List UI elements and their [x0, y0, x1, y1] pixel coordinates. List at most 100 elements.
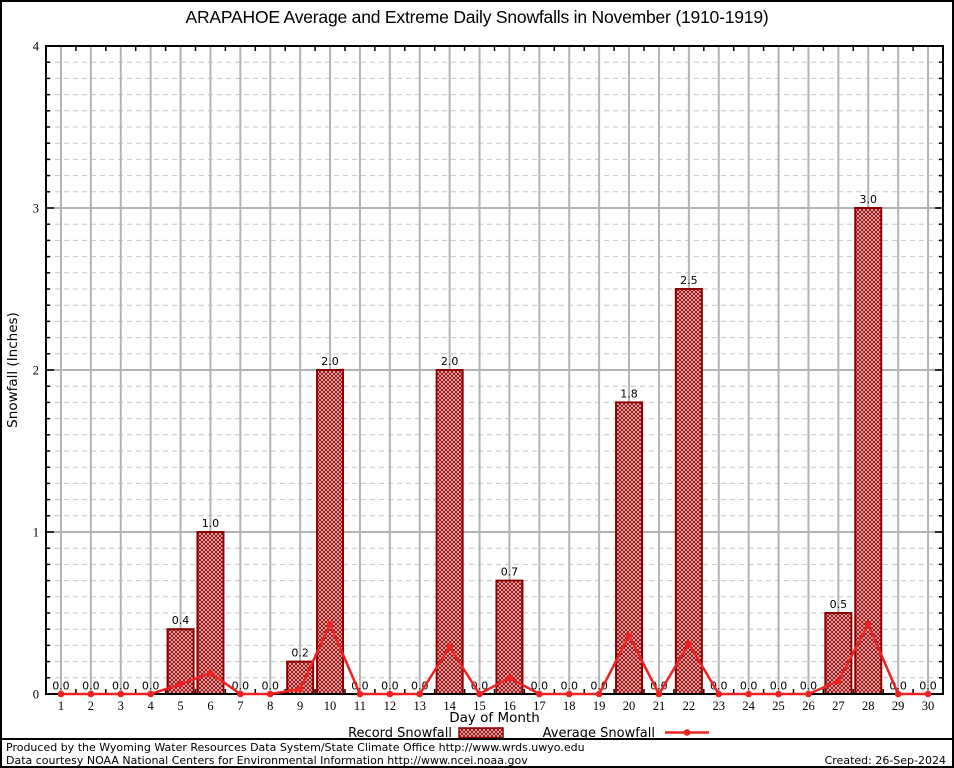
bar-value-label: 0.0	[561, 680, 579, 693]
footer: Produced by the Wyoming Water Resources …	[2, 738, 952, 766]
x-tick-label: 20	[623, 699, 636, 713]
avg-point-day-8	[266, 690, 274, 698]
x-tick-label: 8	[267, 699, 273, 713]
avg-point-day-19	[595, 690, 603, 698]
avg-point-day-10	[326, 621, 334, 628]
bar-day-22	[674, 288, 703, 695]
bar-day-20	[615, 401, 644, 695]
x-tick-label: 11	[354, 699, 366, 713]
x-tick-label: 13	[414, 699, 427, 713]
y-axis-title: Snowfall (Inches)	[5, 312, 21, 428]
avg-point-day-26	[805, 690, 812, 698]
bar-value-label: 0.2	[291, 647, 309, 660]
x-tick-label: 23	[713, 699, 726, 713]
legend-record-swatch	[458, 727, 504, 738]
footer-data-courtesy: Data courtesy NOAA National Centers for …	[6, 754, 528, 767]
x-tick-label: 15	[473, 699, 486, 713]
y-tick-label: 1	[33, 526, 39, 540]
bar-value-label: 0.0	[770, 680, 788, 693]
x-tick-label: 6	[207, 699, 213, 713]
x-tick-label: 14	[443, 699, 456, 713]
bar-value-label: 0.0	[710, 680, 728, 693]
x-axis-title: Day of Month	[449, 710, 540, 726]
avg-point-day-28	[864, 621, 872, 628]
x-tick-label: 29	[892, 699, 905, 713]
avg-point-day-30	[924, 690, 932, 698]
avg-point-day-29	[894, 690, 902, 698]
avg-point-day-16	[506, 674, 513, 682]
legend-average-snowfall-label: Average Snowfall	[543, 726, 655, 738]
avg-point-day-4	[147, 690, 154, 698]
avg-point-day-14	[446, 643, 453, 651]
avg-point-day-21	[655, 690, 663, 698]
x-tick-label: 2	[88, 699, 94, 713]
avg-point-day-11	[356, 690, 364, 698]
snowfall-chart: 0.0 0.0 0.0 0.0 0.4 1.0 0.0 0.0 0.2 2.0 0.0 0.0 0.0 2…	[5, 40, 944, 738]
bar-value-label: 2.5	[680, 274, 698, 287]
x-tick-label: 26	[802, 699, 815, 713]
bar-value-label: 0.0	[232, 680, 250, 693]
x-tick-label: 16	[503, 699, 516, 713]
avg-point-day-9	[296, 685, 304, 693]
legend-average-marker	[683, 729, 691, 736]
avg-point-day-27	[835, 677, 842, 685]
x-tick-label: 10	[324, 699, 337, 713]
bar-value-label: 0.0	[800, 680, 818, 693]
bar-value-label: 1.0	[202, 517, 220, 530]
x-tick-label: 27	[832, 699, 845, 713]
x-axis-labels: 1 2 3 4 5 6 7 8 9 10 11 12 13 14 15 16 17 18 19 20 21 22 23 24 2…	[58, 699, 934, 713]
x-tick-label: 18	[563, 699, 576, 713]
x-tick-label: 25	[772, 699, 785, 713]
bar-value-label: 0.0	[919, 680, 937, 693]
bar-value-label: 0.5	[830, 598, 848, 611]
avg-point-day-3	[117, 690, 125, 698]
bar-value-label: 1.8	[620, 387, 638, 400]
bar-value-label: 0.0	[531, 680, 549, 693]
legend-record-snowfall-label: Record Snowfall	[348, 726, 452, 738]
x-tick-label: 3	[118, 699, 124, 713]
y-tick-label: 4	[33, 40, 40, 54]
bar-value-label: 2.0	[441, 355, 459, 368]
x-tick-label: 4	[148, 699, 155, 713]
chart-title: ARAPAHOE Average and Extreme Daily Snowf…	[185, 7, 769, 27]
avg-point-day-6	[207, 669, 214, 677]
footer-created-date: Created: 26-Sep-2024	[824, 754, 946, 767]
avg-point-day-18	[565, 690, 573, 698]
x-tick-label: 7	[237, 699, 243, 713]
x-tick-label: 5	[177, 699, 183, 713]
y-tick-label: 2	[33, 364, 39, 378]
axis-ticks	[46, 46, 943, 694]
x-tick-label: 12	[384, 699, 397, 713]
x-tick-label: 9	[297, 699, 303, 713]
x-tick-label: 28	[862, 699, 875, 713]
bar-value-label: 0.0	[112, 680, 130, 693]
avg-point-day-24	[745, 690, 752, 698]
avg-point-day-15	[476, 690, 483, 698]
x-tick-label: 21	[653, 699, 666, 713]
bar-value-label: 0.0	[381, 680, 399, 693]
bar-value-labels: 0.0 0.0 0.0 0.0 0.4 1.0 0.0 0.0 0.2 2.0 0.0 0.0 0.0 2…	[52, 193, 937, 693]
avg-point-day-20	[625, 632, 633, 639]
bar-value-label: 3.0	[860, 193, 878, 206]
bar-value-label: 0.7	[501, 566, 519, 579]
legend: Record Snowfall Average Snowfall	[348, 726, 709, 738]
y-axis-labels: 0 1 2 3 4	[33, 40, 40, 702]
avg-point-day-17	[536, 690, 543, 698]
avg-point-day-25	[775, 690, 782, 698]
x-tick-label: 30	[922, 699, 935, 713]
footer-produced-by: Produced by the Wyoming Water Resources …	[6, 741, 585, 754]
avg-point-day-1	[57, 690, 65, 698]
gridlines	[46, 46, 943, 694]
x-tick-label: 22	[683, 699, 696, 713]
avg-point-day-5	[177, 680, 184, 688]
bar-value-label: 0.0	[262, 680, 280, 693]
average-snowfall-line	[57, 621, 932, 698]
bar-value-label: 0.0	[740, 680, 758, 693]
bar-value-label: 2.0	[321, 355, 339, 368]
bar-day-6	[196, 531, 225, 695]
avg-point-day-12	[386, 690, 394, 698]
avg-point-day-23	[715, 690, 723, 698]
avg-point-day-13	[416, 690, 424, 698]
y-tick-label: 3	[33, 202, 39, 216]
